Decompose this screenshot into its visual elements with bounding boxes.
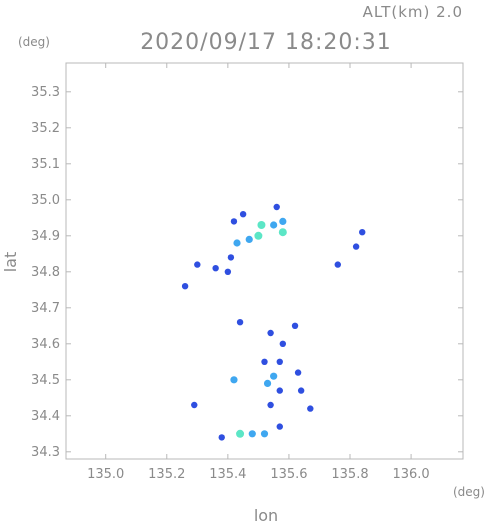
echo-point xyxy=(307,405,314,412)
echo-point xyxy=(257,221,266,229)
echo-point xyxy=(254,231,263,240)
y-tick-label: 34.4 xyxy=(31,409,60,424)
y-tick-label: 34.8 xyxy=(31,265,60,280)
echo-point xyxy=(248,430,256,438)
echo-point xyxy=(294,369,302,376)
echo-point xyxy=(279,340,287,347)
echo-point xyxy=(263,379,272,387)
echo-point xyxy=(260,430,269,438)
x-tick-label: 135.6 xyxy=(270,467,307,482)
echo-point xyxy=(352,243,360,250)
echo-point xyxy=(276,387,283,394)
echo-point xyxy=(245,235,253,243)
echo-point xyxy=(212,265,219,272)
y-tick-label: 35.0 xyxy=(31,193,60,208)
echo-point xyxy=(261,358,268,365)
echo-point xyxy=(276,358,283,365)
echo-point xyxy=(276,423,283,430)
echo-point xyxy=(334,261,341,268)
echo-point xyxy=(224,268,232,275)
echo-point xyxy=(270,221,278,229)
echo-point xyxy=(191,401,198,409)
x-tick-label: 135.0 xyxy=(87,467,124,482)
echo-point xyxy=(359,229,366,236)
echo-point xyxy=(267,329,274,337)
echo-point xyxy=(239,211,247,218)
echo-point xyxy=(291,322,299,329)
x-axis-unit: (deg) xyxy=(453,485,485,499)
x-tick-label: 135.4 xyxy=(209,467,246,482)
y-tick-label: 35.2 xyxy=(31,121,60,136)
echo-point xyxy=(297,387,305,394)
echo-point xyxy=(236,429,245,438)
echo-marks xyxy=(181,203,366,441)
y-tick-label: 35.1 xyxy=(31,157,60,172)
y-tick-label: 34.7 xyxy=(31,301,60,316)
echo-point xyxy=(270,372,278,380)
y-axis-unit: (deg) xyxy=(18,35,50,49)
x-axis-title: lon xyxy=(254,506,278,521)
echo-point xyxy=(279,217,287,225)
chart-title: 2020/09/17 18:20:31 xyxy=(140,30,392,55)
echo-point xyxy=(273,203,280,211)
plot-frame xyxy=(65,62,464,460)
echo-point xyxy=(230,376,238,384)
echo-point xyxy=(181,283,189,290)
echo-point xyxy=(227,254,235,261)
echo-point xyxy=(233,239,241,247)
x-tick-label: 135.2 xyxy=(148,467,185,482)
axis-ticks: 135.0 135.2 135.4 135.6 135.8 136.0 34.3 34.4 34… xyxy=(31,63,463,482)
y-tick-label: 34.3 xyxy=(31,445,60,460)
y-axis-title: lat xyxy=(1,252,20,273)
echo-point xyxy=(230,218,238,225)
y-tick-label: 34.5 xyxy=(31,373,60,388)
y-tick-label: 35.3 xyxy=(31,85,60,100)
echo-point xyxy=(267,401,274,409)
y-tick-label: 34.6 xyxy=(31,337,60,352)
x-tick-label: 135.8 xyxy=(331,467,368,482)
echo-point xyxy=(278,228,287,237)
altitude-label: ALT(km) 2.0 xyxy=(363,3,463,21)
echo-point xyxy=(194,261,201,268)
x-tick-label: 136.0 xyxy=(392,467,429,482)
y-tick-label: 34.9 xyxy=(31,229,60,244)
echo-point xyxy=(236,319,244,326)
echo-point xyxy=(218,434,225,441)
